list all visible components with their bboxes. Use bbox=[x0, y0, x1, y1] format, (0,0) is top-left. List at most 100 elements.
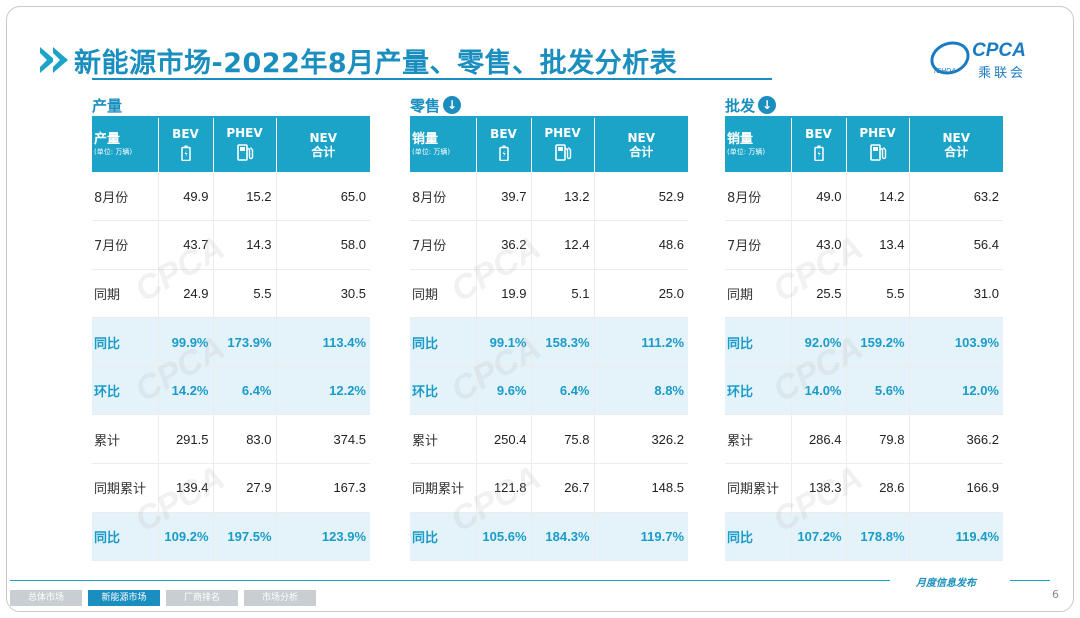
table-row: 同比 99.9% 173.9% 113.4% bbox=[92, 317, 370, 367]
fuel-pump-icon bbox=[214, 144, 276, 164]
bev-value: 99.9% bbox=[158, 317, 214, 367]
table-header-row: 产量 (单位: 万辆) BEV PHEV NEV 合计 bbox=[92, 118, 370, 172]
table-row: 同比 105.6% 184.3% 119.7% bbox=[410, 512, 688, 562]
nev-value: 374.5 bbox=[276, 414, 370, 465]
section-label-text: 批发 bbox=[725, 96, 756, 115]
phev-value: 197.5% bbox=[213, 512, 277, 562]
section-1: 零售 ↓ 销量 (单位: 万辆) BEV PHEV NEV 合计 8月份 39.7 13.2 52.9… bbox=[410, 92, 688, 562]
nev-value: 119.7% bbox=[594, 512, 688, 562]
phev-value: 75.8 bbox=[531, 414, 595, 465]
col-header-nev: NEV 合计 bbox=[594, 118, 688, 172]
bev-value: 291.5 bbox=[158, 414, 214, 465]
table-row: 同期累计 139.4 27.9 167.3 bbox=[92, 463, 370, 513]
nev-value: 103.9% bbox=[909, 317, 1003, 367]
nev-value: 366.2 bbox=[909, 414, 1003, 465]
phev-label: PHEV bbox=[859, 126, 896, 140]
phev-value: 14.3 bbox=[213, 220, 277, 270]
section-label-text: 产量 bbox=[92, 96, 123, 115]
bev-value: 139.4 bbox=[158, 463, 214, 513]
unit-label: (单位: 万辆) bbox=[727, 148, 766, 156]
nev-total-label: 合计 bbox=[311, 145, 336, 159]
phev-value: 5.5 bbox=[213, 269, 277, 319]
bev-label: BEV bbox=[490, 126, 517, 141]
bev-value: 14.2% bbox=[158, 366, 214, 416]
table-row: 同比 107.2% 178.8% 119.4% bbox=[725, 512, 1003, 562]
footer-tab-1[interactable]: 新能源市场 bbox=[88, 590, 160, 606]
table-row: 环比 14.0% 5.6% 12.0% bbox=[725, 366, 1003, 416]
footer-tab-0[interactable]: 总体市场 bbox=[10, 590, 82, 606]
bev-value: 107.2% bbox=[791, 512, 847, 562]
bev-value: 138.3 bbox=[791, 463, 847, 513]
row-label: 同期累计 bbox=[410, 463, 477, 513]
nev-value: 167.3 bbox=[276, 463, 370, 513]
section-label-text: 零售 bbox=[410, 96, 441, 115]
nev-value: 12.2% bbox=[276, 366, 370, 416]
section-underline bbox=[410, 116, 688, 118]
nev-value: 326.2 bbox=[594, 414, 688, 465]
battery-icon bbox=[477, 145, 531, 164]
row-label: 同期累计 bbox=[92, 463, 159, 513]
footer: 月度信息发布 总体市场 新能源市场 厂商排名 市场分析 6 bbox=[10, 578, 1070, 608]
nev-value: 31.0 bbox=[909, 269, 1003, 319]
table-row: 8月份 39.7 13.2 52.9 bbox=[410, 172, 688, 222]
row-label: 环比 bbox=[410, 366, 477, 416]
data-table: 销量 (单位: 万辆) BEV PHEV NEV 合计 8月份 49.0 14.2 63.2 7月份… bbox=[725, 118, 1003, 562]
phev-value: 178.8% bbox=[846, 512, 910, 562]
data-table: 产量 (单位: 万辆) BEV PHEV NEV 合计 8月份 49.9 15.2 65.0 7月份… bbox=[92, 118, 370, 562]
bev-value: 105.6% bbox=[476, 512, 532, 562]
bev-label: BEV bbox=[172, 126, 199, 141]
arrow-down-circle-icon: ↓ bbox=[443, 96, 462, 114]
table-row: 累计 286.4 79.8 366.2 bbox=[725, 414, 1003, 465]
col-header-phev: PHEV bbox=[531, 118, 595, 172]
row-label: 同期 bbox=[410, 269, 477, 319]
row-label: 环比 bbox=[92, 366, 159, 416]
row-label: 同比 bbox=[410, 512, 477, 562]
row-label: 累计 bbox=[725, 414, 792, 465]
data-table: 销量 (单位: 万辆) BEV PHEV NEV 合计 8月份 39.7 13.2 52.9 7月份… bbox=[410, 118, 688, 562]
title-underline bbox=[92, 78, 772, 80]
row-label: 7月份 bbox=[410, 220, 477, 270]
slide-header: 新能源市场-2022年8月产量、零售、批发分析表 bbox=[40, 38, 677, 82]
col-header-nev: NEV 合计 bbox=[276, 118, 370, 172]
row-header-cell: 销量 (单位: 万辆) bbox=[410, 118, 477, 172]
nev-value: 63.2 bbox=[909, 172, 1003, 222]
nev-value: 25.0 bbox=[594, 269, 688, 319]
nev-total-label: 合计 bbox=[629, 145, 654, 159]
bev-value: 49.0 bbox=[791, 172, 847, 222]
phev-value: 15.2 bbox=[213, 172, 277, 222]
phev-value: 13.2 bbox=[531, 172, 595, 222]
phev-value: 26.7 bbox=[531, 463, 595, 513]
footer-tab-2[interactable]: 厂商排名 bbox=[166, 590, 238, 606]
bev-value: 92.0% bbox=[791, 317, 847, 367]
row-label: 7月份 bbox=[725, 220, 792, 270]
phev-value: 5.6% bbox=[846, 366, 910, 416]
row-header-label: 产量 bbox=[94, 132, 121, 147]
row-label: 累计 bbox=[410, 414, 477, 465]
nev-value: 12.0% bbox=[909, 366, 1003, 416]
phev-value: 27.9 bbox=[213, 463, 277, 513]
nev-value: 123.9% bbox=[276, 512, 370, 562]
table-row: 7月份 43.7 14.3 58.0 bbox=[92, 220, 370, 270]
bev-value: 14.0% bbox=[791, 366, 847, 416]
col-header-bev: BEV bbox=[476, 118, 532, 172]
row-header-cell: 销量 (单位: 万辆) bbox=[725, 118, 792, 172]
footer-tab-3[interactable]: 市场分析 bbox=[244, 590, 316, 606]
section-label: 批发 ↓ bbox=[725, 92, 1003, 118]
col-header-bev: BEV bbox=[791, 118, 847, 172]
bev-value: 24.9 bbox=[158, 269, 214, 319]
section-label: 产量 bbox=[92, 92, 370, 118]
table-row: 同期累计 138.3 28.6 166.9 bbox=[725, 463, 1003, 513]
row-label: 8月份 bbox=[725, 172, 792, 222]
section-0: 产量 产量 (单位: 万辆) BEV PHEV NEV 合计 8月份 49.9 15.2 65.0 7… bbox=[92, 92, 370, 562]
unit-label: (单位: 万辆) bbox=[412, 148, 451, 156]
footer-text: 月度信息发布 bbox=[916, 578, 976, 589]
bev-value: 99.1% bbox=[476, 317, 532, 367]
table-header-row: 销量 (单位: 万辆) BEV PHEV NEV 合计 bbox=[725, 118, 1003, 172]
nev-value: 65.0 bbox=[276, 172, 370, 222]
table-row: 环比 9.6% 6.4% 8.8% bbox=[410, 366, 688, 416]
fuel-pump-icon bbox=[532, 144, 594, 164]
nev-value: 148.5 bbox=[594, 463, 688, 513]
table-row: 同期累计 121.8 26.7 148.5 bbox=[410, 463, 688, 513]
bev-value: 286.4 bbox=[791, 414, 847, 465]
row-label: 同比 bbox=[410, 317, 477, 367]
